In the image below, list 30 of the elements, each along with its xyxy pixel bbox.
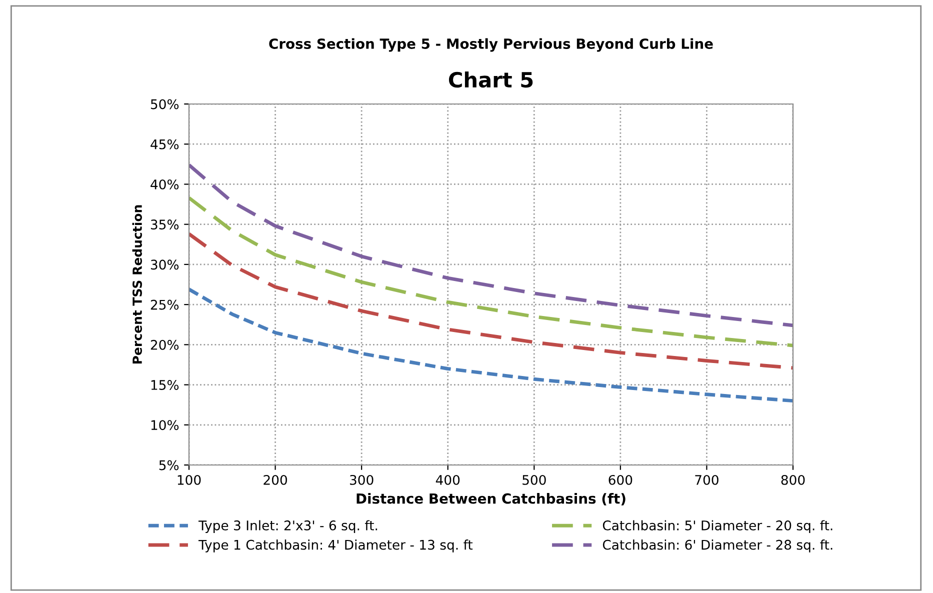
x-axis-title: Distance Between Catchbasins (ft): [356, 493, 626, 506]
x-tick-label: 800: [781, 474, 805, 485]
line-series: [189, 232, 793, 370]
y-tick-label: 40%: [150, 179, 179, 190]
x-tick-label: 400: [436, 474, 460, 485]
legend-label: Catchbasin: 5' Diameter - 20 sq. ft.: [602, 520, 832, 533]
legend-label: Type 3 Inlet: 2'x3' - 6 sq. ft.: [198, 520, 378, 533]
line-series: [189, 196, 793, 348]
y-tick-label: 15%: [151, 380, 179, 390]
y-tick-label: 20%: [150, 340, 179, 350]
x-tick-label: 200: [264, 474, 287, 485]
x-tick-label: 300: [350, 474, 374, 485]
y-tick-label: 5%: [159, 460, 179, 470]
x-tick-label: 600: [608, 474, 632, 485]
y-tick-label: 35%: [150, 220, 179, 230]
y-tick-label: 25%: [150, 300, 179, 310]
legend-label: Catchbasin: 6' Diameter - 28 sq. ft.: [602, 540, 832, 552]
x-tick-label: 500: [522, 474, 546, 485]
y-tick-label: 30%: [150, 260, 179, 270]
y-tick-label: 10%: [151, 420, 179, 430]
y-axis-title: Percent TSS Reduction: [132, 205, 142, 364]
y-tick-label: 45%: [150, 139, 179, 150]
line-series: [189, 288, 793, 403]
line-series: [189, 163, 793, 328]
x-tick-label: 100: [178, 474, 201, 485]
y-tick-label: 50%: [150, 99, 179, 110]
chart-subtitle: Cross Section Type 5 - Mostly Pervious Beyond Curb Line: [269, 38, 713, 52]
x-tick-label: 700: [695, 474, 718, 485]
legend-label: Type 1 Catchbasin: 4' Diameter - 13 sq. ft: [198, 540, 473, 552]
chart-title: Chart 5: [448, 72, 533, 88]
